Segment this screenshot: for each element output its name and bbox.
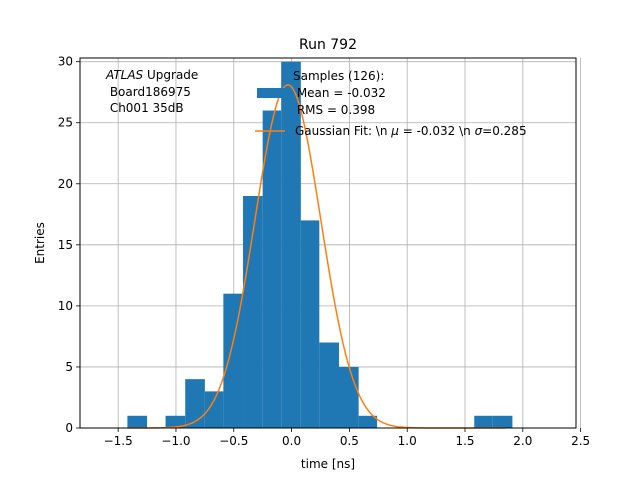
y-tick-label: 25: [58, 116, 73, 130]
histogram-bar: [127, 415, 148, 428]
histogram-bar: [223, 293, 244, 428]
x-tick-label: 2.5: [571, 434, 590, 448]
legend-fit-part: = -0.032 \n: [399, 124, 475, 138]
y-tick-label: 0: [65, 421, 73, 435]
legend-fit-part: Gaussian Fit: \n: [295, 124, 391, 138]
legend-fit-part: =0.285: [482, 124, 526, 138]
histogram-bar: [492, 415, 513, 428]
annotation-line-2: Board186975: [106, 85, 191, 99]
histogram-bar: [204, 391, 224, 428]
y-tick-label: 30: [58, 55, 73, 69]
legend-histogram-label: Samples (126): Mean = -0.032 RMS = 0.398: [293, 69, 386, 117]
histogram-bar: [358, 415, 378, 428]
legend-histogram-swatch: [257, 88, 285, 98]
legend-fit-part: σ: [475, 124, 483, 138]
histogram-bar: [319, 342, 339, 428]
histogram-bar: [300, 220, 320, 428]
y-tick-label: 10: [58, 299, 73, 313]
legend-fit-part: μ: [390, 124, 399, 138]
legend-histogram-line: Samples (126):: [293, 69, 384, 83]
y-tick-label: 20: [58, 177, 73, 191]
histogram-bar: [338, 366, 359, 428]
annotation-upgrade: Upgrade: [143, 68, 198, 82]
annotation-atlas: ATLAS: [105, 68, 144, 82]
legend-histogram-line: RMS = 0.398: [293, 103, 375, 117]
legend-fit-label: Gaussian Fit: \n μ = -0.032 \n σ=0.285: [295, 124, 527, 138]
y-tick-label: 15: [58, 238, 73, 252]
x-tick-label: 1.5: [455, 434, 474, 448]
histogram-bar: [165, 415, 186, 428]
legend-histogram-line: Mean = -0.032: [293, 86, 386, 100]
plot-frame: [79, 57, 577, 429]
atlas-annotation: ATLAS Upgrade Board186975 Ch001 35dB: [105, 68, 198, 115]
annotation-line-1: ATLAS Upgrade: [105, 68, 198, 82]
histogram-bar: [281, 61, 301, 429]
y-axis-ticks: 0 5 10 15 20 25 30: [58, 55, 80, 435]
x-axis-ticks: −1.5 −1.0 −0.5 0.0 0.5 1.0 1.5 2.0 2.5: [104, 428, 590, 448]
x-axis-label: time [ns]: [301, 457, 355, 471]
legend: Samples (126): Mean = -0.032 RMS = 0.398…: [255, 69, 527, 138]
histogram-bars: [127, 61, 513, 429]
y-axis-label: Entries: [33, 222, 47, 264]
x-tick-label: −1.5: [104, 434, 133, 448]
histogram-bar: [185, 379, 205, 428]
y-tick-label: 5: [65, 360, 73, 374]
x-tick-label: 0.5: [340, 434, 359, 448]
histogram-bar: [262, 110, 282, 429]
x-tick-label: −0.5: [219, 434, 248, 448]
x-tick-label: 1.0: [398, 434, 417, 448]
x-tick-label: −1.0: [161, 434, 190, 448]
chart-title: Run 792: [299, 37, 357, 53]
annotation-line-3: Ch001 35dB: [106, 101, 184, 115]
histogram-bar: [474, 415, 493, 428]
x-tick-label: 0.0: [282, 434, 301, 448]
x-tick-label: 2.0: [513, 434, 532, 448]
histogram-bar: [243, 195, 263, 428]
